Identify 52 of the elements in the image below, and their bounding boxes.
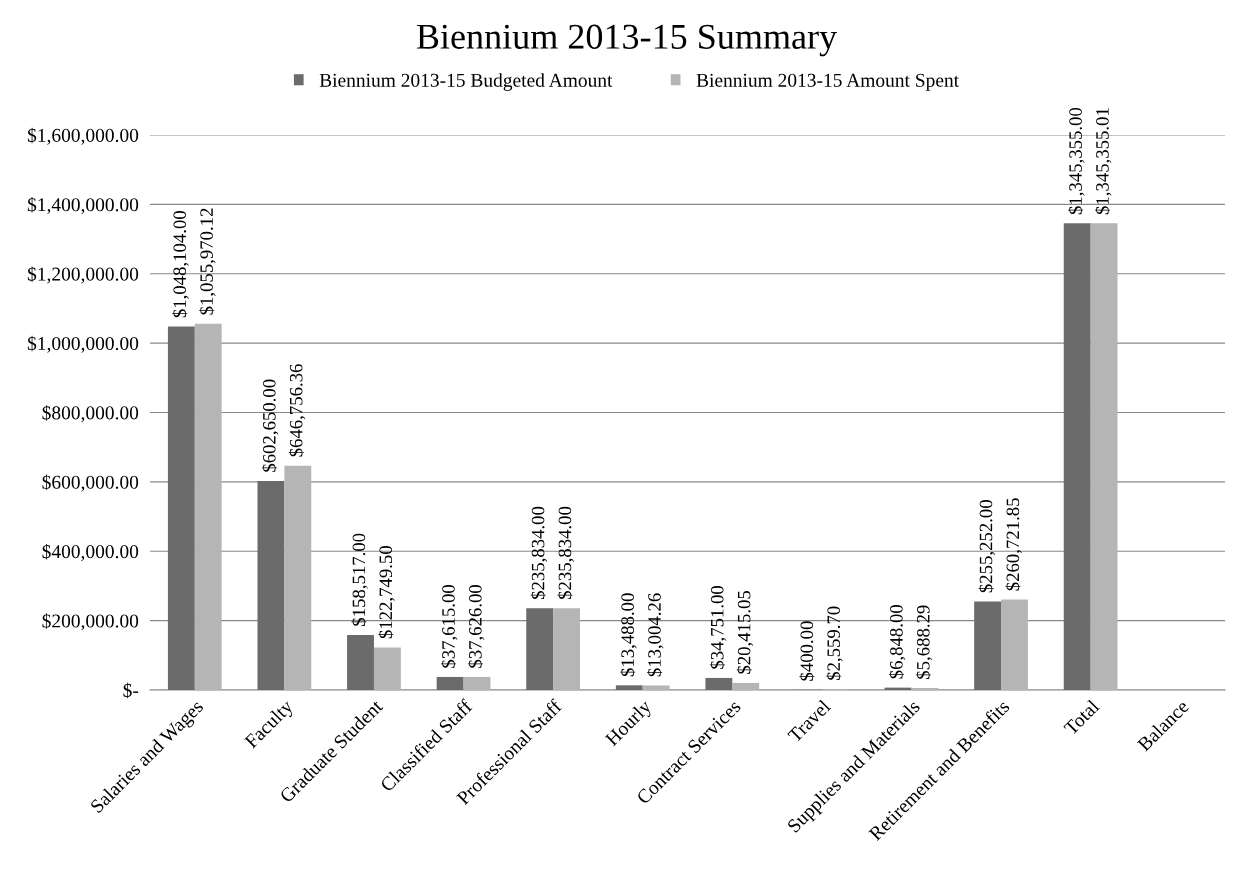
y-tick-label: $600,000.00	[42, 474, 139, 492]
bar	[284, 465, 312, 690]
data-label: $255,252.00	[978, 500, 995, 593]
y-tick-label: $1,200,000.00	[27, 266, 139, 284]
y-tick-label: $1,000,000.00	[27, 335, 139, 353]
bar	[436, 676, 464, 690]
data-label: $602,650.00	[261, 379, 279, 472]
data-label: $260,721.85	[1005, 498, 1022, 591]
bar	[194, 323, 222, 690]
data-label: $20,415.05	[736, 590, 754, 674]
y-tick-label: $200,000.00	[42, 613, 139, 631]
bar	[642, 685, 670, 690]
bar	[257, 480, 285, 690]
bar	[167, 326, 195, 690]
legend-label: Biennium 2013-15 Amount Spent	[696, 73, 959, 91]
bar	[553, 608, 580, 690]
data-label: $5,688.29	[915, 605, 933, 679]
data-label: $400.00	[799, 621, 815, 681]
data-label: $1,345,355.01	[1095, 108, 1112, 215]
data-label: $1,048,104.00	[172, 211, 189, 318]
y-tick-label: $400,000.00	[42, 543, 139, 561]
legend-label: Biennium 2013-15 Budgeted Amount	[319, 73, 613, 91]
y-tick-label: $1,400,000.00	[27, 197, 139, 215]
data-label: $235,834.00	[557, 506, 574, 600]
bar	[526, 608, 554, 690]
bar	[347, 635, 374, 690]
bar	[1090, 223, 1118, 690]
data-label: $13,488.00	[620, 593, 637, 677]
y-tick-label: $800,000.00	[42, 405, 139, 423]
y-tick-label: $-	[123, 682, 139, 699]
data-label: $235,834.00	[530, 506, 548, 600]
data-label: $646,756.36	[288, 364, 306, 457]
bar	[373, 647, 401, 690]
bar	[1063, 223, 1091, 690]
data-label: $1,055,970.12	[199, 208, 216, 315]
bar	[1001, 599, 1028, 690]
bar	[974, 601, 1002, 690]
data-label: $1,345,355.00	[1068, 107, 1085, 215]
data-label: $122,749.50	[378, 546, 395, 639]
data-label: $2,559.70	[826, 606, 843, 680]
data-label: $6,848.00	[888, 605, 906, 679]
y-tick-label: $1,600,000.00	[27, 127, 139, 145]
bar	[705, 677, 733, 690]
data-label: $158,517.00	[351, 533, 368, 626]
data-label: $37,615.00	[441, 584, 458, 668]
bar	[615, 685, 643, 690]
data-label: $13,004.26	[647, 593, 664, 677]
chart-title: Biennium 2013-15 Summary	[416, 24, 837, 57]
data-label: $37,626.00	[467, 584, 485, 668]
data-label: $34,751.00	[709, 585, 727, 669]
bar	[732, 682, 760, 690]
bar	[463, 676, 491, 690]
